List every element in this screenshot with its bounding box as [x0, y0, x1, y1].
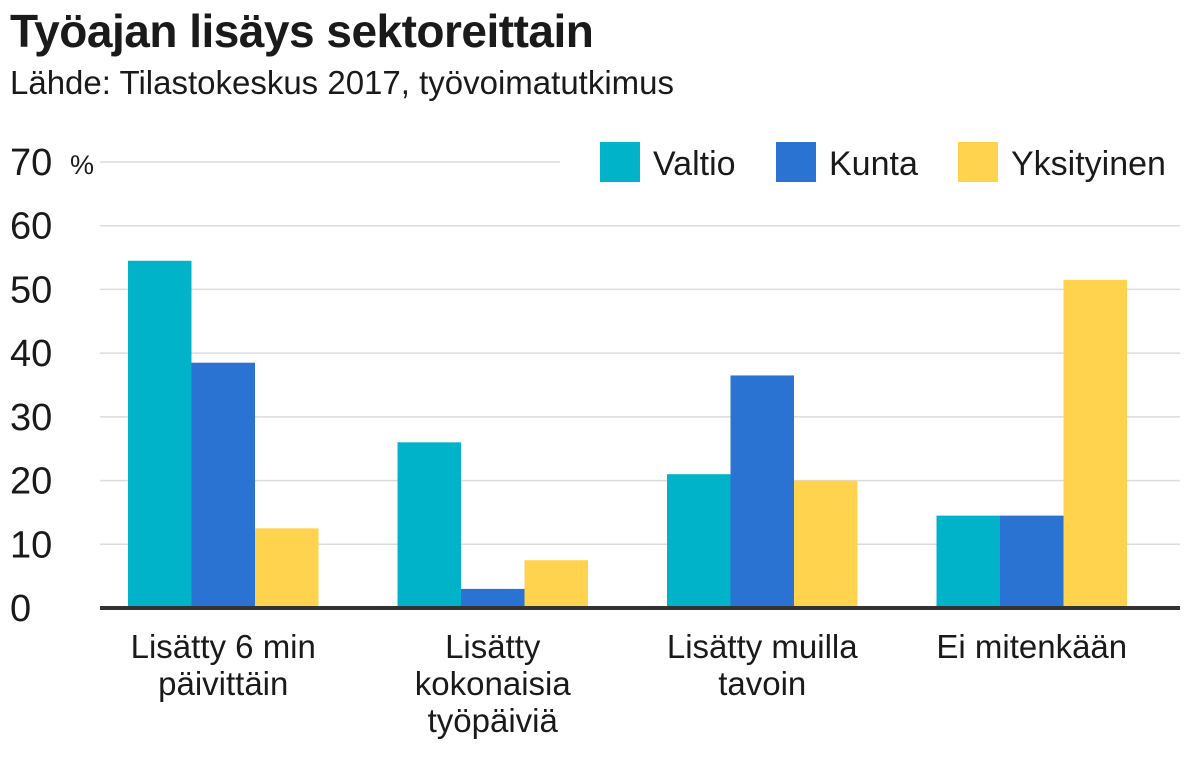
y-tick-label: 70: [10, 142, 52, 184]
bars: [128, 260, 1127, 608]
bar-kunta: [1000, 515, 1064, 608]
bar-valtio: [936, 515, 1000, 608]
legend-swatch-kunta: [776, 142, 816, 182]
legend-swatch-valtio: [600, 142, 640, 182]
axes: 0 10 20 30 40 50 60 70 % Lisätty 6 min päivittäin L…: [10, 142, 1180, 739]
bar-kunta: [730, 375, 794, 608]
bar-yksityinen: [524, 560, 588, 608]
x-category-label: Lisätty 6 min päivittäin: [131, 628, 316, 702]
bar-valtio: [128, 260, 192, 608]
y-tick-label: 30: [10, 397, 52, 439]
chart-title: Työajan lisäys sektoreittain: [10, 5, 594, 57]
x-category-label: Lisätty kokonaisia työpäiviä: [415, 628, 572, 739]
bar-kunta: [461, 588, 525, 608]
y-unit-label: %: [70, 150, 94, 180]
y-tick-label: 60: [10, 206, 52, 248]
bar-yksityinen: [1063, 279, 1127, 608]
y-tick-label: 40: [10, 333, 52, 375]
bar-yksityinen: [255, 528, 319, 608]
y-tick-label: 10: [10, 524, 52, 566]
bar-valtio: [397, 442, 461, 608]
legend-label-yksityinen: Yksityinen: [1011, 145, 1166, 183]
x-category-label: Ei mitenkään: [936, 628, 1127, 665]
chart-subtitle: Lähde: Tilastokeskus 2017, työvoimatutki…: [10, 64, 675, 101]
y-tick-label: 50: [10, 269, 52, 311]
bar-kunta: [191, 362, 255, 608]
legend-label-kunta: Kunta: [829, 145, 918, 183]
legend-swatch-yksityinen: [958, 142, 998, 182]
bar-yksityinen: [794, 480, 858, 608]
legend: Valtio Kunta Yksityinen: [600, 142, 1166, 183]
legend-label-valtio: Valtio: [653, 145, 736, 183]
y-tick-label: 0: [10, 588, 31, 630]
x-category-label: Lisätty muilla tavoin: [667, 628, 858, 702]
y-tick-label: 20: [10, 461, 52, 503]
grid-lines: [100, 161, 1180, 546]
bar-valtio: [667, 474, 731, 608]
